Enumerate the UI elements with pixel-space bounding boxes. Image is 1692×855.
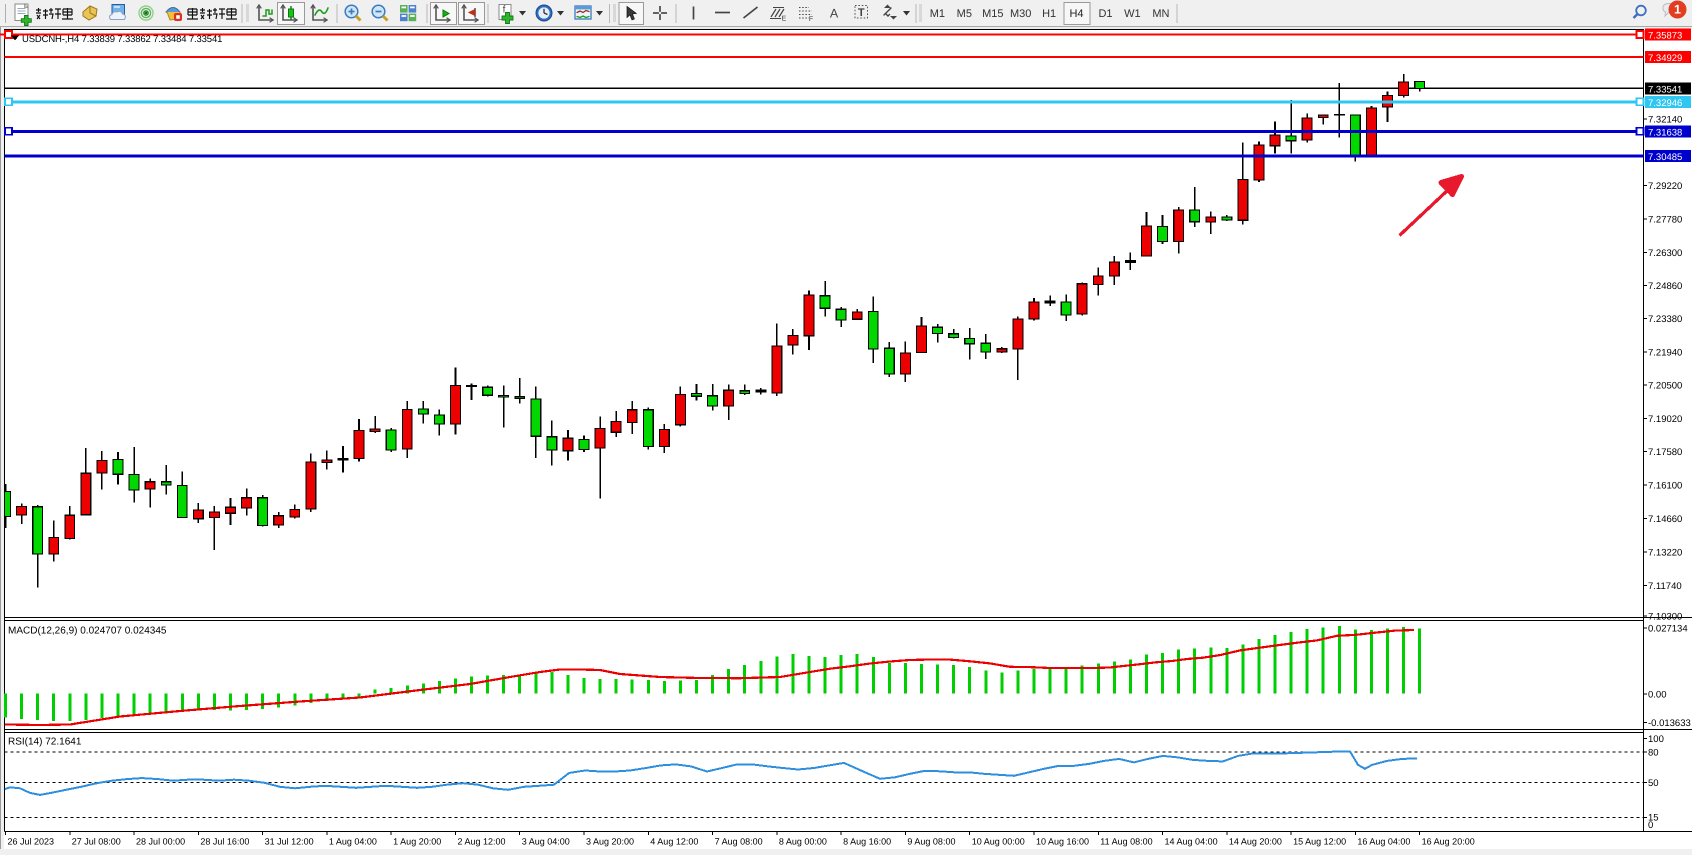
svg-text:8 Aug 00:00: 8 Aug 00:00 <box>779 837 827 847</box>
svg-text:RSI(14) 72.1641: RSI(14) 72.1641 <box>8 737 82 748</box>
svg-text:7.17580: 7.17580 <box>1648 447 1682 458</box>
svg-text:4 Aug 12:00: 4 Aug 12:00 <box>650 837 698 847</box>
svg-text:M1: M1 <box>930 8 945 20</box>
svg-text:7.32946: 7.32946 <box>1648 98 1682 109</box>
svg-text:7.23380: 7.23380 <box>1648 314 1682 325</box>
svg-text:0.00: 0.00 <box>1648 690 1667 701</box>
svg-text:7.21940: 7.21940 <box>1648 348 1682 359</box>
svg-text:28 Jul 00:00: 28 Jul 00:00 <box>136 837 185 847</box>
svg-text:11 Aug 08:00: 11 Aug 08:00 <box>1100 837 1152 847</box>
svg-text:MN: MN <box>1152 8 1169 20</box>
svg-text:M30: M30 <box>1010 8 1031 20</box>
svg-text:7.34929: 7.34929 <box>1648 53 1682 64</box>
svg-text:15 Aug 12:00: 15 Aug 12:00 <box>1293 837 1346 847</box>
svg-text:7.19020: 7.19020 <box>1648 414 1682 425</box>
svg-text:7.10300: 7.10300 <box>1648 612 1682 623</box>
svg-text:1 Aug 04:00: 1 Aug 04:00 <box>329 837 377 847</box>
svg-text:MACD(12,26,9) 0.024707 0.02434: MACD(12,26,9) 0.024707 0.024345 <box>8 626 167 637</box>
svg-text:7.30485: 7.30485 <box>1648 152 1682 163</box>
svg-text:7.26300: 7.26300 <box>1648 248 1682 259</box>
svg-text:10 Aug 00:00: 10 Aug 00:00 <box>972 837 1025 847</box>
svg-text:M15: M15 <box>982 8 1003 20</box>
svg-text:1 Aug 20:00: 1 Aug 20:00 <box>393 837 441 847</box>
svg-text:7.33541: 7.33541 <box>1648 84 1682 95</box>
svg-text:7 Aug 08:00: 7 Aug 08:00 <box>715 837 763 847</box>
svg-text:7.32140: 7.32140 <box>1648 115 1682 126</box>
svg-text:16 Aug 20:00: 16 Aug 20:00 <box>1422 837 1475 847</box>
svg-text:31 Jul 12:00: 31 Jul 12:00 <box>265 837 314 847</box>
svg-text:0.027134: 0.027134 <box>1648 624 1688 635</box>
svg-text:f: f <box>503 5 506 16</box>
svg-text:2 Aug 12:00: 2 Aug 12:00 <box>457 837 505 847</box>
svg-text:3 Aug 04:00: 3 Aug 04:00 <box>522 837 570 847</box>
svg-text:15: 15 <box>1648 813 1659 824</box>
svg-text:80: 80 <box>1648 748 1659 759</box>
svg-text:3 Aug 20:00: 3 Aug 20:00 <box>586 837 634 847</box>
svg-text:50: 50 <box>1648 778 1659 789</box>
svg-text:7.29220: 7.29220 <box>1648 181 1682 192</box>
svg-text:7.20500: 7.20500 <box>1648 381 1682 392</box>
svg-text:14 Aug 04:00: 14 Aug 04:00 <box>1165 837 1218 847</box>
svg-text:7.27780: 7.27780 <box>1648 215 1682 226</box>
svg-text:28 Jul 16:00: 28 Jul 16:00 <box>200 837 249 847</box>
svg-text:9 Aug 08:00: 9 Aug 08:00 <box>907 837 955 847</box>
svg-text:7.14660: 7.14660 <box>1648 514 1682 525</box>
svg-text:F: F <box>809 16 813 23</box>
svg-text:T: T <box>858 7 865 19</box>
svg-text:10 Aug 16:00: 10 Aug 16:00 <box>1036 837 1089 847</box>
svg-text:D1: D1 <box>1098 8 1112 20</box>
svg-text:14 Aug 20:00: 14 Aug 20:00 <box>1229 837 1282 847</box>
svg-text:26 Jul 2023: 26 Jul 2023 <box>8 837 55 847</box>
svg-text:100: 100 <box>1648 734 1664 745</box>
svg-text:8 Aug 16:00: 8 Aug 16:00 <box>843 837 891 847</box>
svg-text:E: E <box>782 16 787 23</box>
svg-text:7.13220: 7.13220 <box>1648 548 1682 559</box>
svg-text:-0.013633: -0.013633 <box>1648 718 1691 729</box>
svg-text:H4: H4 <box>1069 8 1083 20</box>
svg-text:USDCNH-,H4 7.33839 7.33862 7.: USDCNH-,H4 7.33839 7.33862 7.33484 7.335… <box>22 34 222 45</box>
svg-text:1: 1 <box>1674 3 1681 17</box>
svg-text:7.31638: 7.31638 <box>1648 127 1682 138</box>
svg-text:M5: M5 <box>957 8 972 20</box>
svg-text:27 Jul 08:00: 27 Jul 08:00 <box>72 837 121 847</box>
svg-text:7.24860: 7.24860 <box>1648 281 1682 292</box>
svg-text:A: A <box>830 7 839 21</box>
svg-text:W1: W1 <box>1124 8 1141 20</box>
svg-text:7.16100: 7.16100 <box>1648 481 1682 492</box>
svg-text:16 Aug 04:00: 16 Aug 04:00 <box>1357 837 1410 847</box>
svg-text:7.11740: 7.11740 <box>1648 581 1682 592</box>
svg-text:H1: H1 <box>1042 8 1056 20</box>
svg-text:7.35873: 7.35873 <box>1648 31 1682 42</box>
svg-text:0: 0 <box>1648 820 1653 831</box>
